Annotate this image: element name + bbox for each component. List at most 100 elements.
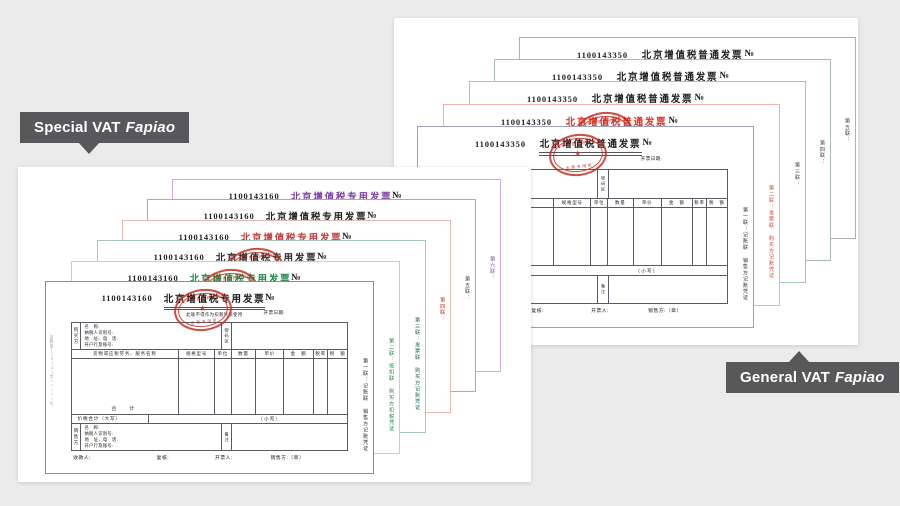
items-body-cell: [179, 359, 215, 414]
item-header-cell: 单价: [634, 198, 662, 207]
copy-label: 第三联：: [793, 162, 800, 187]
party-field-label: 纳税人识别号:: [84, 330, 114, 336]
invoice-title: 北京增值税普通发票: [641, 51, 744, 61]
footer-item: 开票人:: [215, 455, 233, 461]
invoice-serial: 1100143160: [178, 232, 230, 243]
print-code-strip: 京税监[2014]字×××××号: [50, 335, 55, 407]
password-area: [232, 323, 347, 349]
footer-item: 复核:: [531, 308, 544, 314]
title-underline-2: [163, 309, 266, 311]
invoice-serial: 1100143350: [551, 72, 603, 82]
invoice-title: 北京增值税普通发票: [616, 73, 719, 83]
footer-item: 复核:: [156, 455, 170, 461]
special-vat-label: Special VAT Fapiao: [20, 112, 190, 154]
copy-label: 第三联：发票联 购买方记账凭证: [414, 317, 421, 412]
items-body-cell: [662, 207, 693, 265]
invoice-title: 北京增值税普通发票: [539, 140, 642, 150]
party-label-buyer: 购买方: [72, 323, 82, 350]
invoice-title-block: 北京增值税普通发票: [591, 91, 695, 105]
items-body-cell: [591, 207, 609, 265]
party-field-label: 开户行及账号:: [84, 342, 114, 348]
invoice-date-label: 开票日期:: [263, 309, 286, 315]
invoice-no-symbol: №: [392, 190, 402, 201]
items-body-cell: [707, 208, 727, 265]
invoice-sheet: 1100143160 北京增值税专用发票 此联不得作为扣税凭证使用 № 开票日期: 购买方…: [45, 281, 374, 474]
title-underline: [538, 152, 643, 153]
copy-label: 第五联：: [843, 118, 850, 143]
buyer-section: 购买方名 称:纳税人识别号:地 址、电 话:开户行及账号:密码区: [71, 323, 348, 351]
item-header-cell: 税 额: [708, 199, 725, 205]
items-body-cell: [232, 359, 257, 414]
grand-total-value-area: （小写）: [523, 266, 727, 275]
items-body-cell: [256, 359, 284, 414]
invoice-serial: 1100143350: [526, 94, 578, 104]
invoice-no-symbol: №: [719, 71, 729, 81]
invoice-no-symbol: №: [342, 231, 352, 242]
invoice-no-symbol: №: [642, 138, 652, 148]
items-body-cell: [608, 207, 634, 265]
invoice-serial: 1100143350: [576, 50, 628, 60]
remarks-label: 备注: [222, 424, 233, 450]
invoice-serial: 1100143160: [127, 273, 179, 284]
invoice-serial: 1100143160: [101, 293, 153, 304]
party-field-label: 名 称:: [84, 425, 100, 431]
remarks-area: [609, 276, 727, 302]
general-vat-label-text: General VAT: [740, 369, 831, 386]
invoice-footer: 收款人: 复核: 开票人: 销售方:（章）: [71, 454, 349, 465]
party-fields: 名 称:纳税人识别号:地 址、电 话:开户行及账号:: [81, 323, 223, 350]
invoice-title: 北京增值税专用发票: [290, 192, 393, 203]
invoice-title: 北京增值税专用发票: [240, 233, 343, 244]
invoice-title: 北京增值税专用发票: [163, 294, 266, 305]
items-body-cell: [693, 207, 708, 265]
invoice-title-block: 北京增值税专用发票此联不得作为扣税凭证使用: [163, 291, 266, 319]
invoice-no-symbol: №: [291, 272, 301, 283]
items-body-cell: [328, 359, 347, 413]
items-body-cell: [314, 359, 329, 414]
special-fapiao-card: 1100143160 北京增值税专用发票 № 第六联： 1100143160 北京增值税专…: [18, 167, 531, 482]
general-vat-label-em: Fapiao: [835, 369, 885, 386]
password-area-label: 密码区: [598, 170, 609, 198]
grand-total-value-area: （小写）: [149, 415, 348, 424]
invoice-title-block: 北京增值税专用发票: [291, 189, 392, 203]
items-body-cell: [284, 359, 315, 414]
invoice-serial: 1100143350: [500, 117, 552, 127]
invoice-serial: 1100143160: [228, 191, 280, 202]
item-header-cell: 数量: [608, 198, 634, 207]
title-underline-2: [538, 154, 643, 156]
callout-arrow-up-icon: [788, 351, 810, 363]
item-header-cell: 金 额: [284, 350, 315, 359]
seller-section: 销售方名 称:纳税人识别号:地 址、电 话:开户行及账号:备注: [72, 424, 348, 450]
party-field-label: 地 址、电 话:: [84, 437, 119, 443]
item-header-cell: 单价: [256, 350, 284, 359]
invoice-title-block: 北京增值税专用发票: [266, 209, 367, 223]
invoice-title: 北京增值税专用发票: [189, 274, 292, 285]
title-underline: [163, 306, 266, 308]
item-header-cell: 税率: [314, 350, 329, 359]
invoice-title-block: 北京增值税普通发票: [616, 69, 720, 83]
invoice-title-block: 北京增值税专用发票: [241, 230, 342, 244]
special-vat-label-text: Special VAT: [34, 119, 121, 136]
copy-label: 第一联：记账联 销售方记账凭证: [741, 207, 748, 301]
invoice-title-block: 北京增值税专用发票: [190, 271, 291, 285]
items-header-row: 货物或应税劳务、服务名称规格型号单位数量单价金 额税率税 额: [71, 350, 348, 360]
items-body-cell: 合 计: [72, 359, 180, 414]
copy-label: 第四联：: [818, 140, 825, 165]
invoice-title-block: 北京增值税专用发票: [216, 250, 317, 264]
invoice-note: 此联不得作为扣税凭证使用: [186, 312, 243, 318]
footer-item: 销售方:（章）: [648, 308, 682, 314]
invoice-title-block: 北京增值税普通发票: [641, 47, 745, 61]
item-header-cell: 金 额: [662, 198, 693, 207]
copy-label: 第四联：: [439, 297, 446, 323]
footer-item: 销售方:（章）: [270, 455, 305, 461]
invoice-no-symbol: №: [668, 116, 678, 126]
invoice-title: 北京增值税专用发票: [265, 212, 368, 223]
items-body-cell: [634, 207, 662, 265]
grand-total-label: 价税合计（大写）: [72, 414, 149, 424]
invoice-title: 北京增值税普通发票: [591, 95, 694, 105]
invoice-no-symbol: №: [265, 292, 275, 303]
invoice-title: 北京增值税专用发票: [215, 253, 318, 264]
item-header-cell: 单位: [215, 350, 232, 359]
copy-label: 第五联：: [464, 276, 471, 302]
invoice-serial: 1100143160: [203, 211, 255, 222]
